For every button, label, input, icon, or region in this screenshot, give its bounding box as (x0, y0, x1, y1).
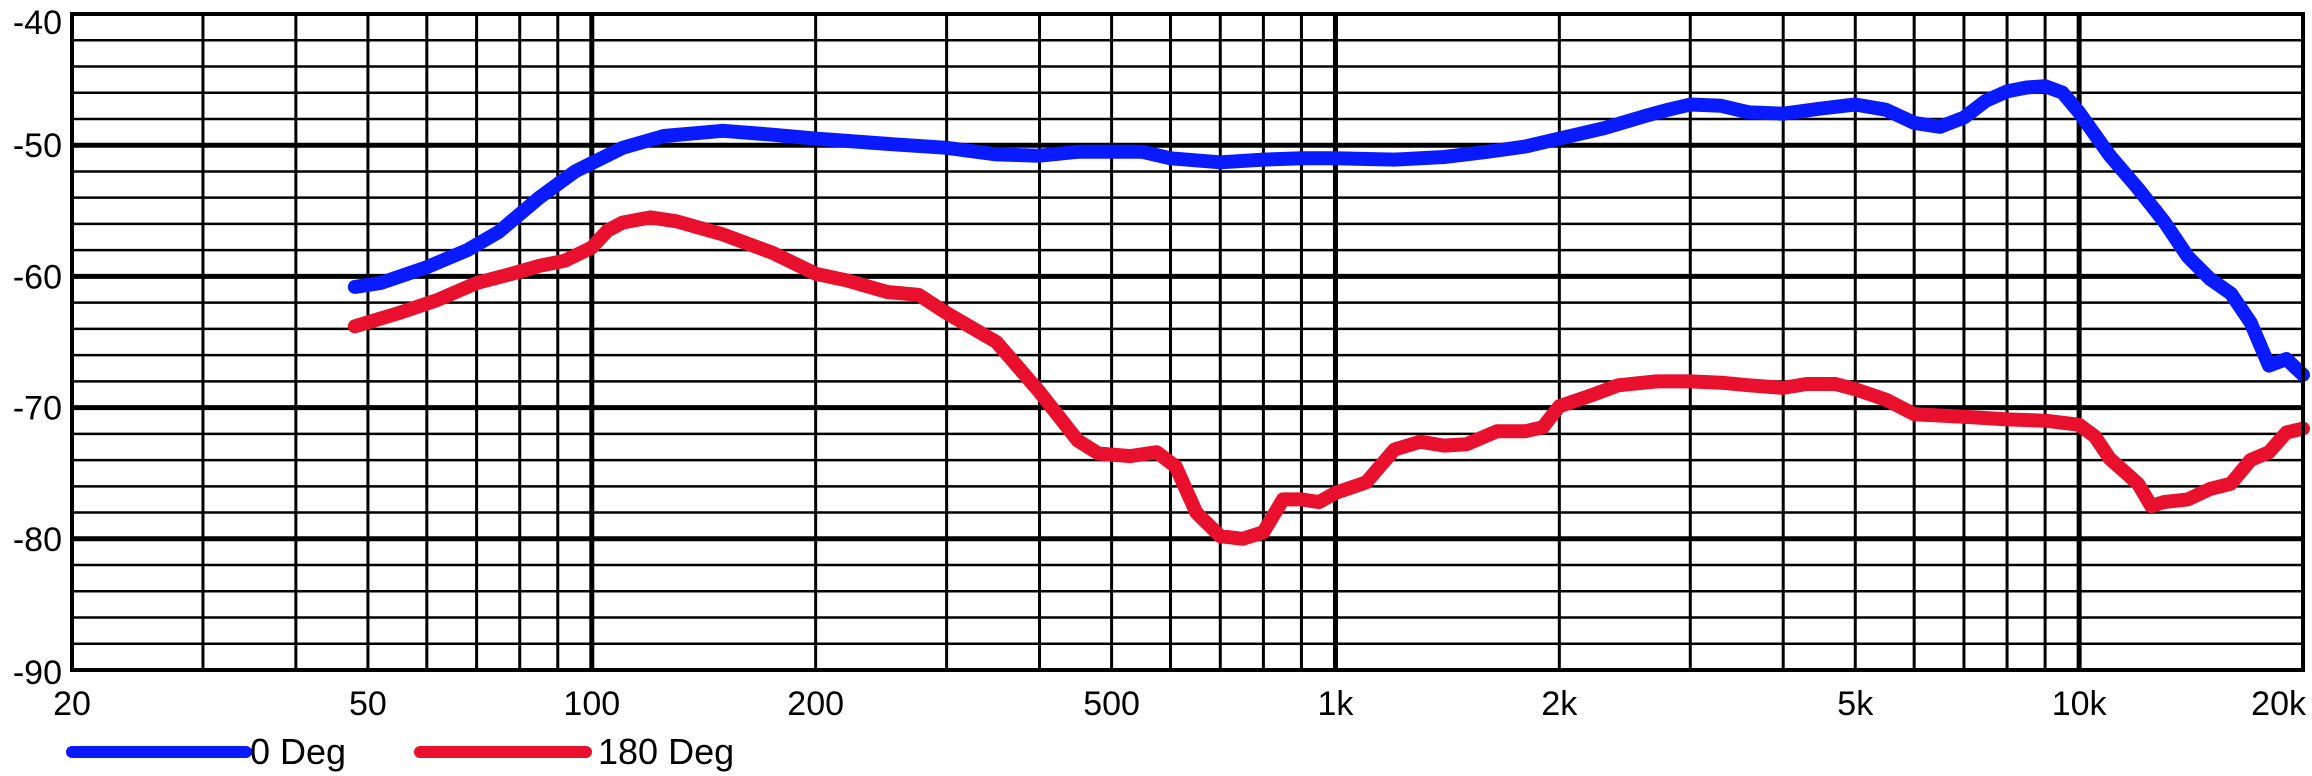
x-tick-label: 100 (563, 685, 620, 723)
grid (72, 14, 2303, 670)
legend: 0 Deg 180 Deg (66, 731, 734, 772)
x-tick-label: 20k (2251, 685, 2307, 723)
y-axis-ticks: -40 -50 -60 -70 -80 -90 (13, 4, 62, 692)
x-axis-ticks: 20 50 100 200 500 1k 2k 5k 10k 20k (53, 685, 2307, 723)
series-line-180-deg (347, 210, 2310, 546)
series-layer (347, 79, 2310, 546)
y-tick-label: -80 (13, 521, 62, 559)
legend-label-0-deg: 0 Deg (250, 731, 346, 772)
x-tick-label: 10k (2052, 685, 2108, 723)
x-tick-label: 20 (53, 685, 91, 723)
x-tick-label: 500 (1083, 685, 1140, 723)
x-tick-label: 2k (1541, 685, 1578, 723)
plot-frame (70, 12, 2305, 672)
y-tick-label: -40 (13, 4, 62, 42)
y-tick-label: -50 (13, 127, 62, 165)
y-tick-label: -90 (13, 654, 62, 692)
x-tick-label: 5k (1837, 685, 1874, 723)
x-tick-label: 50 (349, 685, 387, 723)
x-tick-label: 1k (1318, 685, 1355, 723)
y-tick-label: -70 (13, 390, 62, 428)
series-line-0-deg (347, 79, 2310, 382)
legend-label-180-deg: 180 Deg (598, 731, 734, 772)
x-tick-label: 200 (787, 685, 844, 723)
y-tick-label: -60 (13, 258, 62, 296)
